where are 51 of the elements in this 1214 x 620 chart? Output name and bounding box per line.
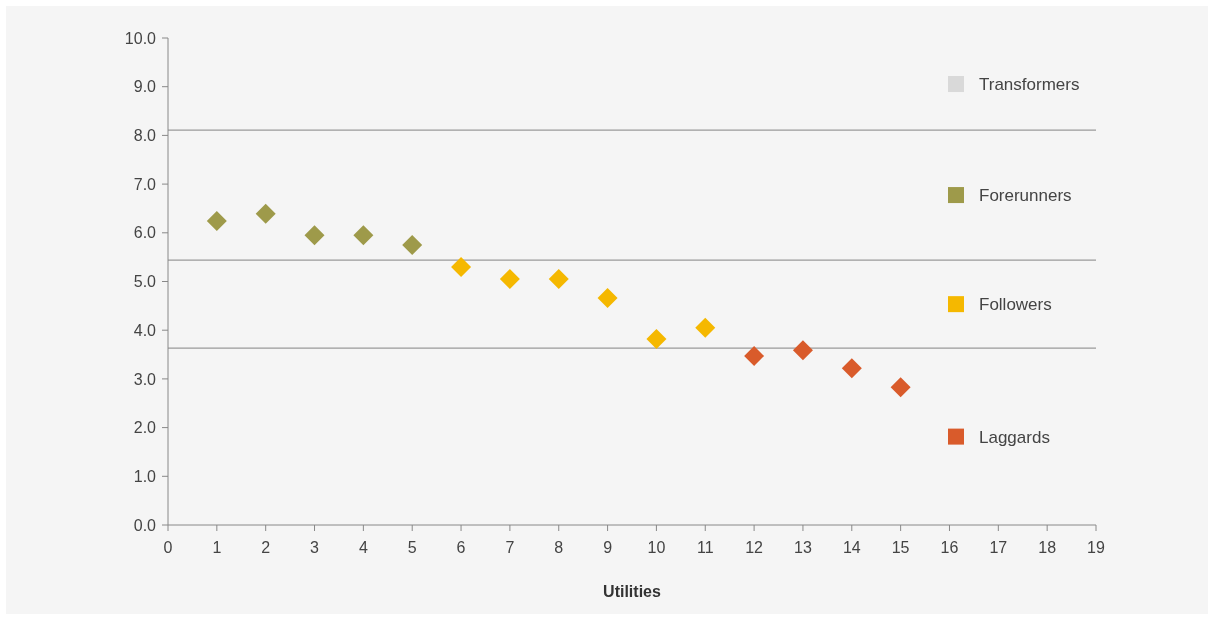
point [841, 358, 862, 379]
y-tick-label: 1.0 [133, 467, 157, 485]
point [353, 225, 374, 246]
x-tick-label: 10 [647, 539, 666, 556]
point [402, 234, 423, 255]
x-tick-label: 12 [745, 539, 764, 556]
x-tick-label: 5 [407, 539, 417, 556]
x-tick-label: 17 [989, 539, 1008, 556]
x-tick-label: 6 [456, 539, 466, 556]
point [695, 317, 716, 338]
point [499, 269, 520, 290]
point [548, 269, 569, 290]
x-tick-label: 13 [794, 539, 812, 556]
y-tick-label: 5.0 [133, 273, 157, 291]
x-tick-label: 19 [1087, 539, 1105, 556]
point [744, 346, 765, 367]
point [304, 225, 325, 246]
x-axis-title: Utilities [603, 583, 661, 600]
point [206, 211, 227, 232]
x-tick-label: 4 [358, 539, 368, 556]
y-tick-label: 7.0 [133, 175, 157, 193]
y-tick-label: 6.0 [133, 224, 157, 242]
y-tick-label: 9.0 [133, 78, 157, 96]
y-tick-label: 3.0 [133, 370, 157, 388]
x-tick-label: 1 [212, 539, 222, 556]
y-tick-label: 8.0 [133, 127, 157, 144]
legend-label: Transformers [979, 74, 1080, 94]
y-tick-label: 2.0 [133, 419, 157, 437]
x-tick-label: 9 [603, 539, 613, 556]
x-tick-label: 11 [696, 539, 714, 556]
legend-label: Forerunners [979, 186, 1072, 206]
x-tick-label: 7 [505, 539, 515, 556]
point [451, 256, 472, 277]
point [890, 377, 911, 398]
x-tick-label: 8 [554, 539, 564, 556]
point [597, 288, 618, 309]
x-tick-label: 3 [310, 539, 320, 556]
x-tick-label: 2 [261, 539, 271, 556]
legend-label: Followers [979, 295, 1052, 315]
legend-label: Laggards [979, 427, 1050, 447]
y-tick-label: 0.0 [133, 516, 157, 534]
point [792, 340, 813, 361]
x-tick-label: 18 [1038, 539, 1057, 556]
y-tick-label: 4.0 [133, 321, 157, 339]
point [255, 203, 276, 224]
x-tick-label: 16 [940, 539, 959, 556]
point [646, 328, 667, 349]
x-tick-label: 14 [842, 539, 861, 556]
x-tick-label: 15 [891, 539, 910, 556]
y-tick-label: 10.0 [124, 29, 157, 47]
x-tick-label: 0 [163, 539, 173, 556]
